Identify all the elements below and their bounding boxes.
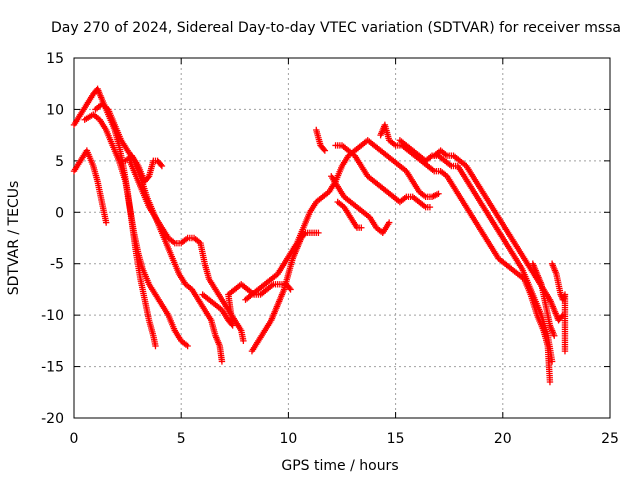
x-axis-label: GPS time / hours <box>281 458 398 474</box>
series-arc-10 <box>313 126 329 154</box>
data-point <box>218 358 226 365</box>
series-arc-17 <box>529 260 558 339</box>
y-tick-label: -15 <box>41 360 64 376</box>
x-tick-label: 25 <box>601 431 619 447</box>
data-points <box>70 85 569 386</box>
x-tick-label: 15 <box>387 431 405 447</box>
series-arc-12 <box>328 173 393 237</box>
series-arc-5 <box>122 152 166 185</box>
y-tick-label: -20 <box>41 411 64 427</box>
x-tick-label: 20 <box>494 431 512 447</box>
data-point <box>184 342 191 350</box>
data-point <box>385 219 393 226</box>
y-tick-label: 5 <box>55 154 64 170</box>
ticks: 0 5 10 15 20 25 -20 -15 -10 -5 0 5 10 15 <box>41 51 619 447</box>
y-tick-label: -5 <box>50 257 64 273</box>
series-arc-4 <box>92 101 226 365</box>
data-point <box>287 286 294 293</box>
y-axis-label: SDTVAR / TECUs <box>6 181 22 296</box>
data-point <box>102 219 110 226</box>
y-tick-label: -10 <box>41 308 64 324</box>
series-arc-3 <box>81 111 191 350</box>
series-arc-18 <box>548 260 569 355</box>
data-point <box>152 342 159 350</box>
data-point <box>315 229 322 237</box>
y-tick-label: 15 <box>46 51 64 67</box>
data-point <box>158 162 166 170</box>
plot-frame <box>73 57 611 419</box>
data-point <box>561 347 569 355</box>
x-tick-label: 10 <box>279 431 297 447</box>
data-point <box>435 190 442 197</box>
data-point <box>551 332 558 339</box>
data-point <box>426 203 434 211</box>
series-arc-6 <box>126 157 247 345</box>
data-point <box>320 146 327 153</box>
x-tick-label: 0 <box>70 431 79 447</box>
series-arc-11 <box>332 142 434 211</box>
data-point <box>546 378 554 386</box>
y-tick-label: 0 <box>55 205 64 221</box>
series-arc-13 <box>334 198 365 231</box>
data-point <box>157 161 165 168</box>
data-point <box>144 174 152 181</box>
series-arc-1 <box>70 147 110 226</box>
x-tick-label: 5 <box>177 431 186 447</box>
data-point <box>321 147 329 154</box>
data-point <box>240 337 247 345</box>
y-tick-label: 10 <box>46 102 64 118</box>
chart-title: Day 270 of 2024, Sidereal Day-to-day VTE… <box>51 20 621 36</box>
data-point <box>548 358 556 365</box>
data-point <box>358 224 365 231</box>
